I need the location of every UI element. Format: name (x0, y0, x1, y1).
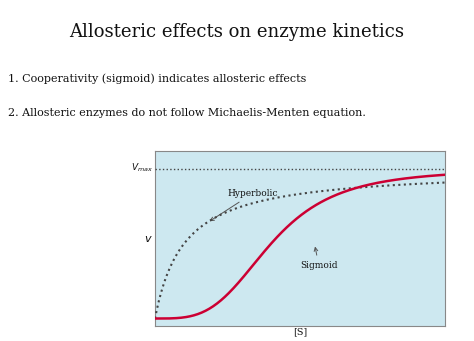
Text: 1. Cooperativity (sigmoid) indicates allosteric effects: 1. Cooperativity (sigmoid) indicates all… (8, 73, 306, 84)
Text: [S]: [S] (293, 328, 307, 337)
Text: Sigmoid: Sigmoid (300, 248, 337, 270)
Text: $V_{max}$: $V_{max}$ (131, 162, 153, 174)
Text: 2. Allosteric enzymes do not follow Michaelis-Menten equation.: 2. Allosteric enzymes do not follow Mich… (8, 108, 366, 118)
Text: Allosteric effects on enzyme kinetics: Allosteric effects on enzyme kinetics (70, 23, 404, 41)
Text: $v$: $v$ (144, 234, 153, 243)
Text: Hyperbolic: Hyperbolic (210, 189, 278, 221)
